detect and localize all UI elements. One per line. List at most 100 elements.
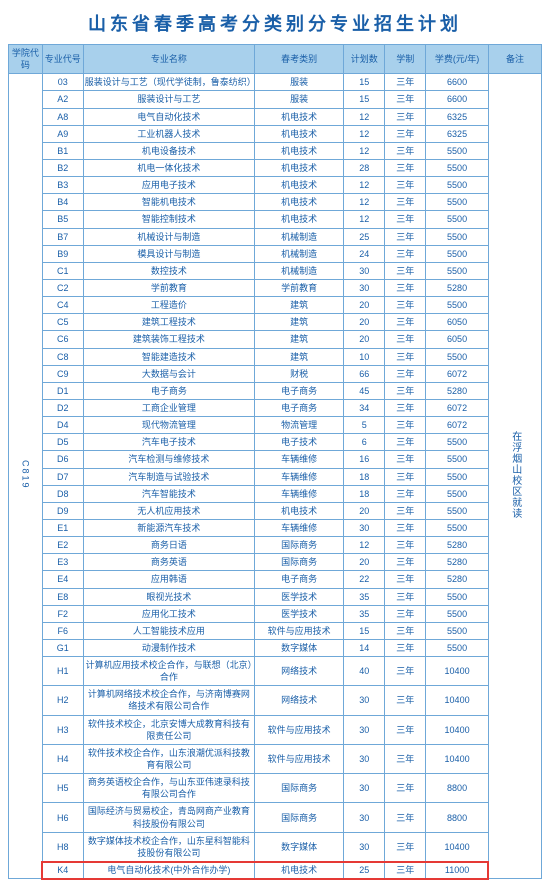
table-row: A9工业机器人技术机电技术12三年6325 <box>9 125 542 142</box>
plan-cell: 20 <box>344 314 385 331</box>
length-cell: 三年 <box>385 537 426 554</box>
plan-cell: 18 <box>344 485 385 502</box>
table-row: K4电气自动化技术(中外合作办学)机电技术25三年11000 <box>9 862 542 879</box>
fee-cell: 5500 <box>426 519 489 536</box>
category-cell: 机电技术 <box>254 502 343 519</box>
major-code-cell: E1 <box>42 519 83 536</box>
major-name-cell: 工业机器人技术 <box>83 125 254 142</box>
fee-cell: 5500 <box>426 468 489 485</box>
category-cell: 车辆维修 <box>254 519 343 536</box>
plan-cell: 22 <box>344 571 385 588</box>
fee-cell: 5500 <box>426 194 489 211</box>
fee-cell: 5500 <box>426 159 489 176</box>
category-cell: 数字媒体 <box>254 639 343 656</box>
category-cell: 电子商务 <box>254 571 343 588</box>
major-name-cell: 模具设计与制造 <box>83 245 254 262</box>
category-cell: 机电技术 <box>254 862 343 879</box>
major-name-cell: 汽车智能技术 <box>83 485 254 502</box>
major-code-cell: D9 <box>42 502 83 519</box>
length-cell: 三年 <box>385 194 426 211</box>
table-row: B2机电一体化技术机电技术28三年5500 <box>9 159 542 176</box>
table-row: H2计算机网络技术校企合作，与济南博赛网络技术有限公司合作网络技术30三年104… <box>9 686 542 715</box>
category-cell: 机电技术 <box>254 177 343 194</box>
length-cell: 三年 <box>385 639 426 656</box>
major-name-cell: 现代物流管理 <box>83 417 254 434</box>
major-code-cell: D8 <box>42 485 83 502</box>
length-cell: 三年 <box>385 159 426 176</box>
major-name-cell: 机电设备技术 <box>83 142 254 159</box>
table-row: H6国际经济与贸易校企，青岛网商产业教育科技股份有限公司国际商务30三年8800 <box>9 803 542 832</box>
major-name-cell: 软件技术校企合作，山东浪潮优派科技教育有限公司 <box>83 744 254 773</box>
major-code-cell: H5 <box>42 774 83 803</box>
plan-cell: 20 <box>344 502 385 519</box>
table-row: B9模具设计与制造机械制造24三年5500 <box>9 245 542 262</box>
table-row: D5汽车电子技术电子技术6三年5500 <box>9 434 542 451</box>
plan-cell: 30 <box>344 832 385 861</box>
category-cell: 车辆维修 <box>254 485 343 502</box>
length-cell: 三年 <box>385 686 426 715</box>
school-code-cell: C819 <box>9 74 43 879</box>
plan-cell: 30 <box>344 803 385 832</box>
major-name-cell: 建筑装饰工程技术 <box>83 331 254 348</box>
category-cell: 建筑 <box>254 331 343 348</box>
major-code-cell: E2 <box>42 537 83 554</box>
category-cell: 网络技术 <box>254 686 343 715</box>
table-row: C8智能建造技术建筑10三年5500 <box>9 348 542 365</box>
plan-cell: 15 <box>344 74 385 91</box>
length-cell: 三年 <box>385 245 426 262</box>
length-cell: 三年 <box>385 832 426 861</box>
category-cell: 机械制造 <box>254 228 343 245</box>
major-code-cell: B7 <box>42 228 83 245</box>
category-cell: 机电技术 <box>254 125 343 142</box>
major-code-cell: D2 <box>42 399 83 416</box>
table-row: H4软件技术校企合作，山东浪潮优派科技教育有限公司软件与应用技术30三年1040… <box>9 744 542 773</box>
category-cell: 建筑 <box>254 314 343 331</box>
major-name-cell: 智能建造技术 <box>83 348 254 365</box>
length-cell: 三年 <box>385 314 426 331</box>
major-code-cell: F6 <box>42 622 83 639</box>
category-cell: 机电技术 <box>254 194 343 211</box>
major-code-cell: D4 <box>42 417 83 434</box>
table-row: A8电气自动化技术机电技术12三年6325 <box>9 108 542 125</box>
major-name-cell: 智能机电技术 <box>83 194 254 211</box>
major-code-cell: H6 <box>42 803 83 832</box>
plan-cell: 30 <box>344 686 385 715</box>
category-cell: 服装 <box>254 74 343 91</box>
plan-cell: 30 <box>344 744 385 773</box>
category-cell: 医学技术 <box>254 605 343 622</box>
category-cell: 建筑 <box>254 297 343 314</box>
table-row: B3应用电子技术机电技术12三年5500 <box>9 177 542 194</box>
fee-cell: 5280 <box>426 537 489 554</box>
th-plan: 计划数 <box>344 45 385 74</box>
major-code-cell: C9 <box>42 365 83 382</box>
plan-cell: 25 <box>344 228 385 245</box>
major-code-cell: 03 <box>42 74 83 91</box>
major-code-cell: D1 <box>42 382 83 399</box>
length-cell: 三年 <box>385 803 426 832</box>
major-code-cell: D5 <box>42 434 83 451</box>
major-code-cell: H4 <box>42 744 83 773</box>
major-code-cell: D7 <box>42 468 83 485</box>
major-code-cell: B4 <box>42 194 83 211</box>
length-cell: 三年 <box>385 348 426 365</box>
fee-cell: 11000 <box>426 862 489 879</box>
length-cell: 三年 <box>385 279 426 296</box>
major-name-cell: 服装设计与工艺 <box>83 91 254 108</box>
plan-cell: 66 <box>344 365 385 382</box>
major-code-cell: H1 <box>42 657 83 686</box>
category-cell: 机电技术 <box>254 211 343 228</box>
length-cell: 三年 <box>385 519 426 536</box>
plan-cell: 12 <box>344 211 385 228</box>
major-name-cell: 学前教育 <box>83 279 254 296</box>
category-cell: 车辆维修 <box>254 468 343 485</box>
table-row: H8数字媒体技术校企合作，山东星科智能科技股份有限公司数字媒体30三年10400 <box>9 832 542 861</box>
fee-cell: 5280 <box>426 382 489 399</box>
table-row: H5商务英语校企合作，与山东亚伟速录科技有限公司合作国际商务30三年8800 <box>9 774 542 803</box>
th-category: 春考类别 <box>254 45 343 74</box>
fee-cell: 5500 <box>426 502 489 519</box>
plan-cell: 30 <box>344 715 385 744</box>
table-row: D6汽车检测与维修技术车辆维修16三年5500 <box>9 451 542 468</box>
major-code-cell: B5 <box>42 211 83 228</box>
fee-cell: 5280 <box>426 279 489 296</box>
major-name-cell: 计算机网络技术校企合作，与济南博赛网络技术有限公司合作 <box>83 686 254 715</box>
